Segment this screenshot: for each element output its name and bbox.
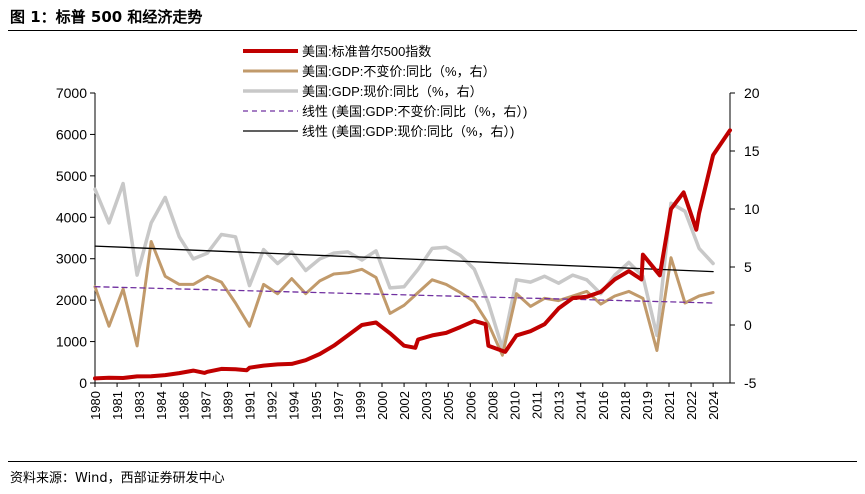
x-tick-label: 2000	[375, 391, 390, 420]
x-tick-label: 2003	[419, 391, 434, 420]
left-tick-label: 6000	[56, 126, 87, 142]
x-tick-label: 2008	[485, 391, 500, 420]
x-tick-label: 1980	[88, 391, 103, 420]
legend-label: 线性 (美国:GDP:现价:同比（%，右）)	[302, 124, 514, 139]
x-tick-label: 1992	[265, 391, 280, 420]
x-axis: 1980 1981 1983 1984 1986 1987 1989 1991 1992 1994…	[88, 382, 730, 420]
x-tick-label: 2006	[463, 391, 478, 420]
x-tick-label: 2016	[596, 391, 611, 420]
x-tick-label: 1999	[353, 391, 368, 420]
legend-label: 美国:GDP:现价:同比（%，右）	[302, 84, 483, 99]
title-divider	[8, 30, 857, 31]
x-tick-label: 1983	[132, 391, 147, 420]
x-tick-label: 2018	[618, 391, 633, 420]
left-tick-label: 1000	[56, 334, 87, 350]
trend-nominal-line	[94, 245, 714, 273]
gdp-nominal-line	[93, 181, 715, 350]
x-tick-label: 2019	[640, 391, 655, 420]
x-tick-label: 1986	[176, 391, 191, 420]
right-tick-label: -5	[744, 375, 757, 391]
x-tick-label: 2021	[662, 391, 677, 420]
x-tick-label: 1989	[220, 391, 235, 420]
right-axis: -5 0 5 10 15 20	[729, 85, 760, 391]
x-tick-label: 1995	[309, 391, 324, 420]
source-note: 资料来源：Wind，西部证券研发中心	[10, 471, 225, 486]
figure-title: 图 1：标普 500 和经济走势	[10, 8, 203, 26]
source-divider	[8, 461, 857, 462]
legend-label: 美国:标准普尔500指数	[302, 44, 431, 59]
x-tick-label: 1997	[331, 391, 346, 420]
plot-lines	[93, 128, 732, 381]
x-tick-label: 1987	[198, 391, 213, 420]
x-tick-label: 1991	[243, 391, 258, 420]
legend-label: 美国:GDP:不变价:同比（%，右）	[302, 64, 496, 79]
legend-label: 线性 (美国:GDP:不变价:同比（%，右）)	[302, 104, 527, 119]
left-tick-label: 7000	[56, 85, 87, 101]
right-tick-label: 20	[744, 85, 760, 101]
left-tick-label: 2000	[56, 292, 87, 308]
right-tick-label: 15	[744, 143, 760, 159]
left-axis: 0 1000 2000 3000 4000 5000 6000 7000	[56, 85, 96, 391]
x-tick-label: 2010	[507, 391, 522, 420]
x-tick-label: 2011	[530, 391, 545, 419]
x-tick-label: 2002	[397, 391, 412, 420]
x-tick-label: 2014	[574, 391, 589, 420]
left-tick-label: 4000	[56, 209, 87, 225]
right-tick-label: 10	[744, 201, 760, 217]
x-tick-label: 2024	[706, 391, 721, 420]
sp500-line	[93, 128, 732, 381]
right-tick-label: 0	[744, 317, 752, 333]
x-tick-label: 1994	[287, 391, 302, 420]
x-tick-label: 1981	[110, 391, 125, 420]
left-tick-label: 0	[79, 375, 87, 391]
x-tick-label: 2005	[441, 391, 456, 420]
left-tick-label: 5000	[56, 168, 87, 184]
x-tick-label: 2022	[684, 391, 699, 420]
left-tick-label: 3000	[56, 251, 87, 267]
x-tick-label: 1984	[154, 391, 169, 420]
right-tick-label: 5	[744, 259, 752, 275]
trend-real-line	[94, 286, 714, 304]
gdp-real-line	[93, 240, 715, 357]
x-tick-label: 2013	[552, 391, 567, 420]
